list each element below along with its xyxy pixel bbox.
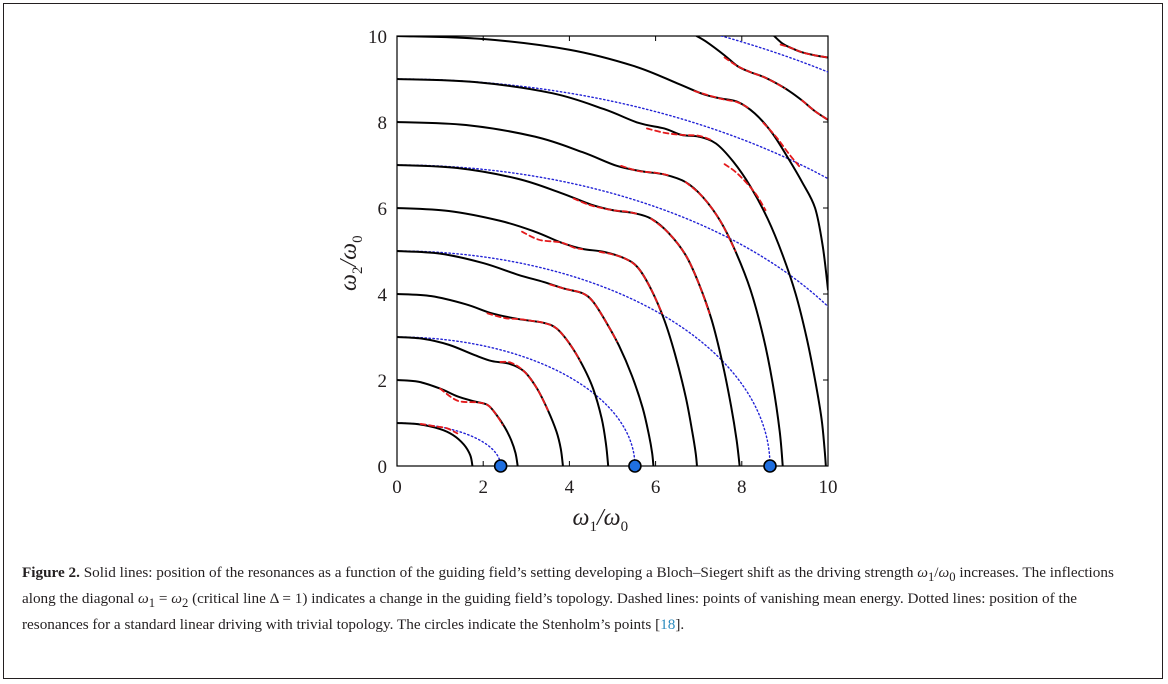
dashed-mean-energy-curve (499, 360, 549, 411)
caption-math-sub: 1 (927, 570, 935, 585)
axis-label-part: ω (336, 274, 362, 291)
caption-math-sub: 0 (949, 570, 956, 585)
solid-resonance-curve (397, 78, 827, 466)
y-axis-label: ω2/ω0 (336, 235, 366, 291)
caption-math: ω (171, 590, 182, 608)
dotted-linear-resonance-curve (397, 336, 636, 466)
axis-label-subscript: 2 (350, 267, 366, 275)
axis-label-subscript: 1 (589, 519, 597, 535)
figure-frame (3, 3, 1163, 679)
dotted-linear-resonance-curve (718, 36, 828, 73)
x-tick-label: 10 (819, 477, 838, 498)
axis-label-subscript: 0 (350, 235, 366, 243)
stenholm-points (493, 459, 777, 473)
x-tick-label: 2 (478, 477, 488, 498)
x-tick-label: 6 (651, 477, 661, 498)
caption-math-sub: 2 (181, 596, 189, 611)
solid-resonance-curve (695, 36, 828, 121)
axis-label-part: ω (604, 505, 621, 531)
x-tick-label: 0 (392, 477, 402, 498)
dashed-mean-energy-curve (439, 387, 504, 426)
dashed-mean-energy-curve (693, 90, 752, 110)
reference-link[interactable]: 18 (660, 616, 676, 634)
dashed-mean-energy-curve (419, 422, 459, 435)
y-tick-label: 4 (378, 285, 388, 306)
caption-math: ω (917, 564, 928, 581)
caption-math: Δ = 1 (269, 590, 303, 608)
dashed-mean-energy-curve (650, 217, 711, 315)
dashed-mean-energy-curve (549, 283, 618, 343)
x-tick-label: 8 (737, 477, 747, 498)
dashed-mean-energy-curve (801, 99, 828, 121)
dashed-mean-energy-curve (684, 181, 737, 252)
x-axis-label: ω1/ω0 (573, 505, 629, 535)
stenholm-point-marker (493, 459, 508, 473)
caption-math: / (934, 564, 939, 581)
dotted-resonance-lines (397, 36, 828, 466)
stenholm-point-marker (628, 459, 642, 473)
dashed-mean-energy-curve (521, 230, 584, 251)
dashed-mean-energy-curve (620, 164, 670, 177)
dotted-linear-resonance-curve (397, 250, 771, 466)
caption-math-sub: 1 (148, 596, 156, 611)
caption-text: increases. The inflections along the dia… (22, 564, 1114, 608)
dashed-mean-energy-curve (572, 197, 640, 215)
caption-text: ]. (675, 616, 685, 634)
caption-label: Figure 2. (22, 564, 80, 581)
y-tick-label: 10 (368, 27, 387, 48)
solid-resonance-curve (397, 293, 610, 466)
axis-label-part: ω (573, 505, 590, 531)
solid-resonance-curve (397, 36, 828, 291)
axis-label-subscript: 0 (621, 519, 629, 535)
dashed-mean-energy-curve (646, 127, 713, 141)
solid-resonance-curve (397, 250, 655, 466)
caption-math: ω (938, 564, 950, 581)
solid-resonance-curve (397, 422, 474, 466)
dotted-linear-resonance-curve (397, 78, 828, 180)
caption-text: ) indicates a change in the guiding fiel… (22, 590, 1078, 634)
dashed-mean-energy-curve (723, 56, 786, 90)
dashed-mean-energy-lines (419, 43, 828, 435)
y-tick-label: 2 (378, 371, 388, 392)
x-tick-label: 4 (565, 477, 575, 498)
dashed-mean-energy-curve (762, 121, 801, 169)
solid-resonance-curve (397, 336, 564, 466)
dotted-linear-resonance-curve (397, 422, 502, 466)
axis-label-part: / (595, 505, 606, 531)
axis-label-part: / (336, 258, 362, 269)
caption-math: ω (137, 590, 149, 608)
dashed-mean-energy-curve (723, 163, 767, 212)
stenholm-point-marker (763, 459, 777, 473)
dotted-linear-resonance-curve (397, 164, 828, 308)
caption-math: = (155, 590, 172, 608)
caption-text: Solid lines: position of the resonances … (79, 564, 918, 581)
y-tick-label: 8 (378, 113, 388, 134)
dashed-mean-energy-curve (486, 312, 582, 362)
figure-caption: Figure 2. Solid lines: position of the r… (22, 562, 1142, 635)
solid-resonance-curve (397, 121, 784, 466)
y-tick-label: 6 (378, 199, 388, 220)
axis-label-part: ω (336, 243, 362, 260)
dashed-mean-energy-curve (598, 250, 663, 315)
caption-text: (critical line (188, 590, 270, 608)
y-tick-label: 0 (378, 457, 388, 478)
tick-labels: 0 2 4 6 8 10 0 2 4 6 8 10 (368, 27, 838, 498)
